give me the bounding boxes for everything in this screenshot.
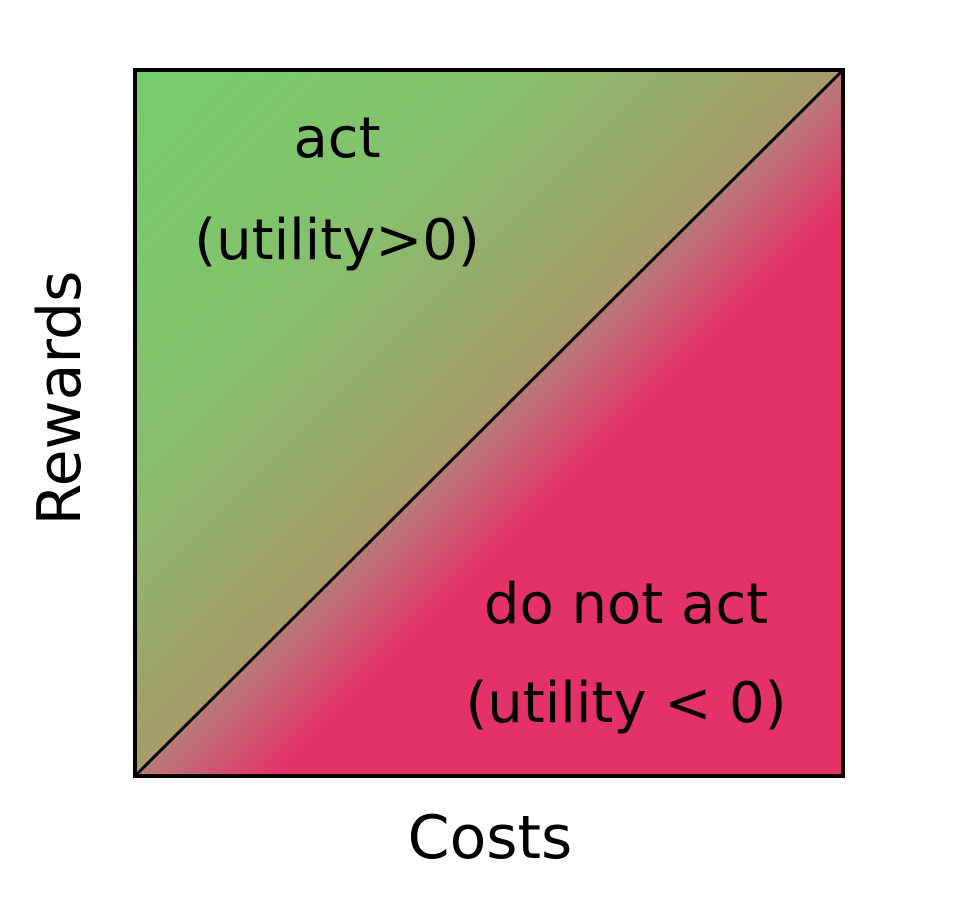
- act-label-line1: act: [293, 106, 380, 171]
- do-not-act-label-line2: (utility < 0): [465, 671, 786, 736]
- x-axis-label: Costs: [408, 803, 573, 873]
- do-not-act-label-line1: do not act: [484, 572, 768, 637]
- act-label-line2: (utility>0): [194, 208, 479, 273]
- utility-zero-diagonal: [133, 68, 845, 778]
- y-axis-label: Rewards: [25, 271, 95, 526]
- plot-border: [133, 68, 845, 778]
